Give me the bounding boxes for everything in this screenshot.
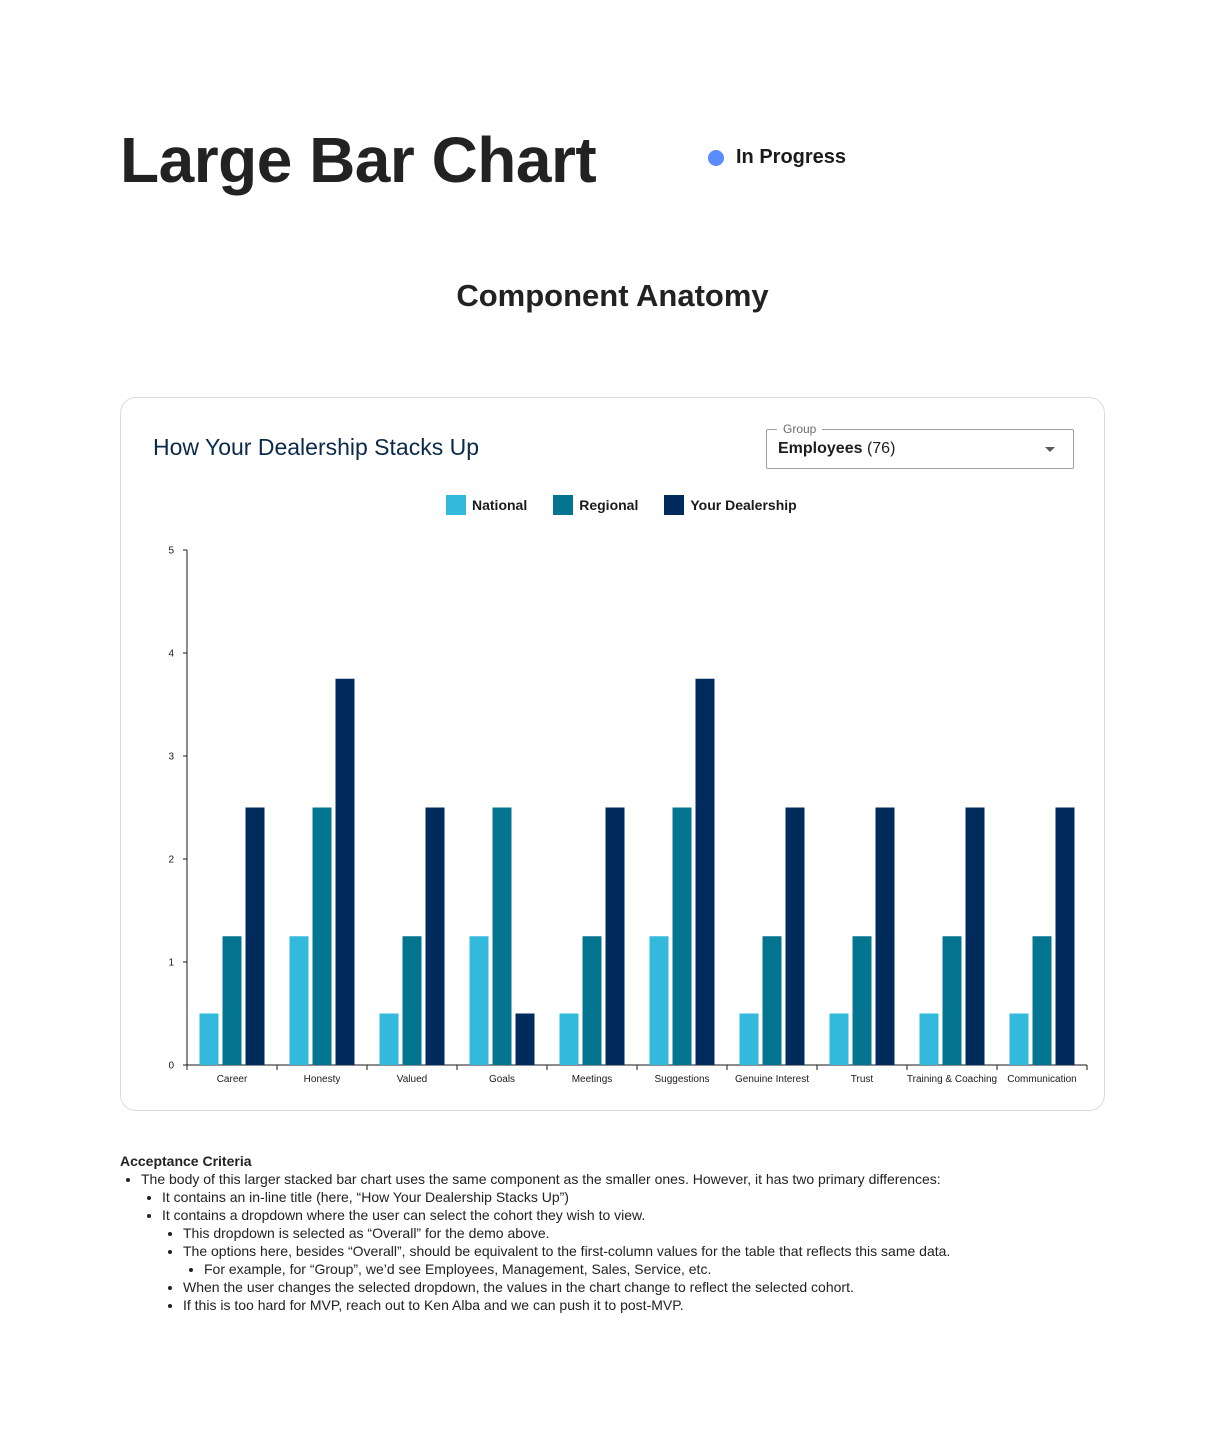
bar-national <box>739 1013 759 1065</box>
legend-item-national: National <box>446 495 527 515</box>
bar-your-dealership <box>605 807 625 1065</box>
bar-national <box>649 936 669 1065</box>
bar-national <box>199 1013 219 1065</box>
bar-regional <box>762 936 782 1065</box>
bar-chart: 0 1 2 3 4 5 Career Honesty Valued Goals Meetings Su… <box>168 546 1088 1085</box>
dropdown-label: Group <box>777 422 823 436</box>
legend-label-your-dealership: Your Dealership <box>690 497 797 513</box>
legend-label-national: National <box>472 497 528 513</box>
x-tick-label: Communication <box>1007 1074 1076 1085</box>
criteria-item: The body of this larger stacked bar char… <box>141 1170 950 1314</box>
bar-national <box>1009 1013 1029 1065</box>
criteria-item: If this is too hard for MVP, reach out t… <box>183 1296 950 1314</box>
bar-regional <box>492 807 512 1065</box>
bar-regional <box>942 936 962 1065</box>
dropdown-value-count: (76) <box>866 440 896 457</box>
legend-item-your-dealership: Your Dealership <box>664 495 797 515</box>
criteria-item: For example, for “Group”, we’d see Emplo… <box>204 1260 950 1278</box>
x-tick-label: Meetings <box>572 1074 613 1085</box>
x-tick-label: Goals <box>489 1074 515 1085</box>
bar-your-dealership <box>695 678 715 1065</box>
legend-item-regional: Regional <box>553 495 638 515</box>
criteria-sublist: It contains an in-line title (here, “How… <box>141 1188 950 1314</box>
status-dot-icon <box>708 149 724 166</box>
page-title: Large Bar Chart <box>120 124 597 196</box>
criteria-title: Acceptance Criteria <box>120 1153 252 1169</box>
bar-national <box>379 1013 399 1065</box>
legend-swatch-regional <box>553 495 574 515</box>
criteria-item-text: It contains a dropdown where the user ca… <box>162 1207 646 1223</box>
bar-regional <box>312 807 332 1065</box>
bar-regional <box>222 936 242 1065</box>
legend-label-regional: Regional <box>579 497 639 513</box>
criteria-sublist: For example, for “Group”, we’d see Emplo… <box>183 1260 950 1278</box>
bar-regional <box>852 936 872 1065</box>
bar-your-dealership <box>1055 807 1075 1065</box>
bar-regional <box>672 807 692 1065</box>
criteria-item-text: The body of this larger stacked bar char… <box>141 1171 941 1187</box>
bar-regional <box>582 936 602 1065</box>
y-tick-label: 4 <box>168 649 174 660</box>
bar-your-dealership <box>245 807 265 1065</box>
bar-national <box>469 936 489 1065</box>
bar-your-dealership <box>515 1013 535 1065</box>
bar-your-dealership <box>965 807 985 1065</box>
bar-national <box>919 1013 939 1065</box>
criteria-item: It contains an in-line title (here, “How… <box>162 1188 950 1206</box>
y-tick-label: 5 <box>168 546 174 557</box>
criteria-item: When the user changes the selected dropd… <box>183 1278 950 1296</box>
bar-national <box>559 1013 579 1065</box>
legend-swatch-national <box>446 495 466 515</box>
criteria-item-text: The options here, besides “Overall”, sho… <box>183 1243 951 1259</box>
dropdown-value-name: Employees <box>778 440 863 457</box>
status-indicator: In Progress <box>708 146 846 169</box>
status-label: In Progress <box>736 146 847 168</box>
criteria-item: The options here, besides “Overall”, sho… <box>183 1242 950 1278</box>
bar-your-dealership <box>785 807 805 1065</box>
caret-down-icon <box>1045 447 1055 452</box>
bar-your-dealership <box>875 807 895 1065</box>
criteria-list: The body of this larger stacked bar char… <box>120 1170 950 1314</box>
x-tick-label: Career <box>217 1074 248 1085</box>
bar-your-dealership <box>335 678 355 1065</box>
y-tick-label: 3 <box>168 752 174 763</box>
group-dropdown[interactable]: Group Employees (76) <box>766 422 1074 469</box>
x-tick-label: Trust <box>851 1074 874 1085</box>
chart-card-title: How Your Dealership Stacks Up <box>153 434 479 460</box>
y-tick-label: 0 <box>168 1061 174 1072</box>
x-tick-label: Training & Coaching <box>907 1074 997 1085</box>
criteria-item: It contains a dropdown where the user ca… <box>162 1206 950 1314</box>
criteria-item: This dropdown is selected as “Overall” f… <box>183 1224 950 1242</box>
y-tick-label: 1 <box>168 958 174 969</box>
bar-your-dealership <box>425 807 445 1065</box>
legend-swatch-your-dealership <box>664 495 685 515</box>
x-tick-label: Suggestions <box>654 1074 709 1085</box>
dropdown-selected-value: Employees (76) <box>778 440 895 458</box>
chart-legend: National Regional Your Dealership <box>446 495 797 515</box>
x-tick-label: Genuine Interest <box>735 1074 809 1085</box>
criteria-sublist: This dropdown is selected as “Overall” f… <box>162 1224 950 1314</box>
bar-national <box>829 1013 849 1065</box>
bar-regional <box>402 936 422 1065</box>
bar-national <box>289 936 309 1065</box>
bar-regional <box>1032 936 1052 1065</box>
acceptance-criteria: Acceptance Criteria The body of this lar… <box>120 1152 950 1314</box>
y-tick-label: 2 <box>168 855 174 866</box>
x-tick-label: Valued <box>397 1074 427 1085</box>
x-tick-label: Honesty <box>304 1074 341 1085</box>
section-title: Component Anatomy <box>456 278 769 313</box>
